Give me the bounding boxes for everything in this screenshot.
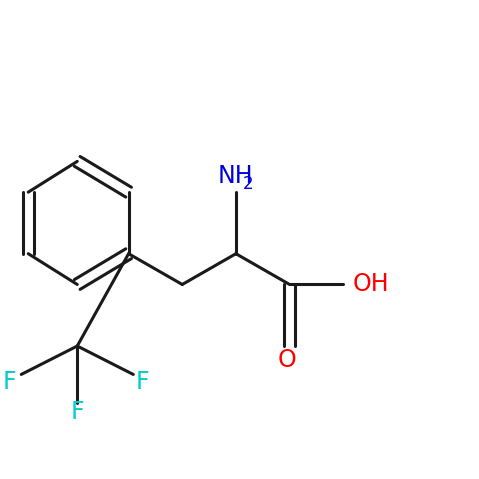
Text: O: O xyxy=(278,348,297,372)
Text: 2: 2 xyxy=(243,175,253,193)
Text: OH: OH xyxy=(353,273,389,297)
Text: F: F xyxy=(70,400,84,424)
Text: F: F xyxy=(3,369,16,394)
Text: NH: NH xyxy=(217,164,253,188)
Text: F: F xyxy=(136,369,149,394)
